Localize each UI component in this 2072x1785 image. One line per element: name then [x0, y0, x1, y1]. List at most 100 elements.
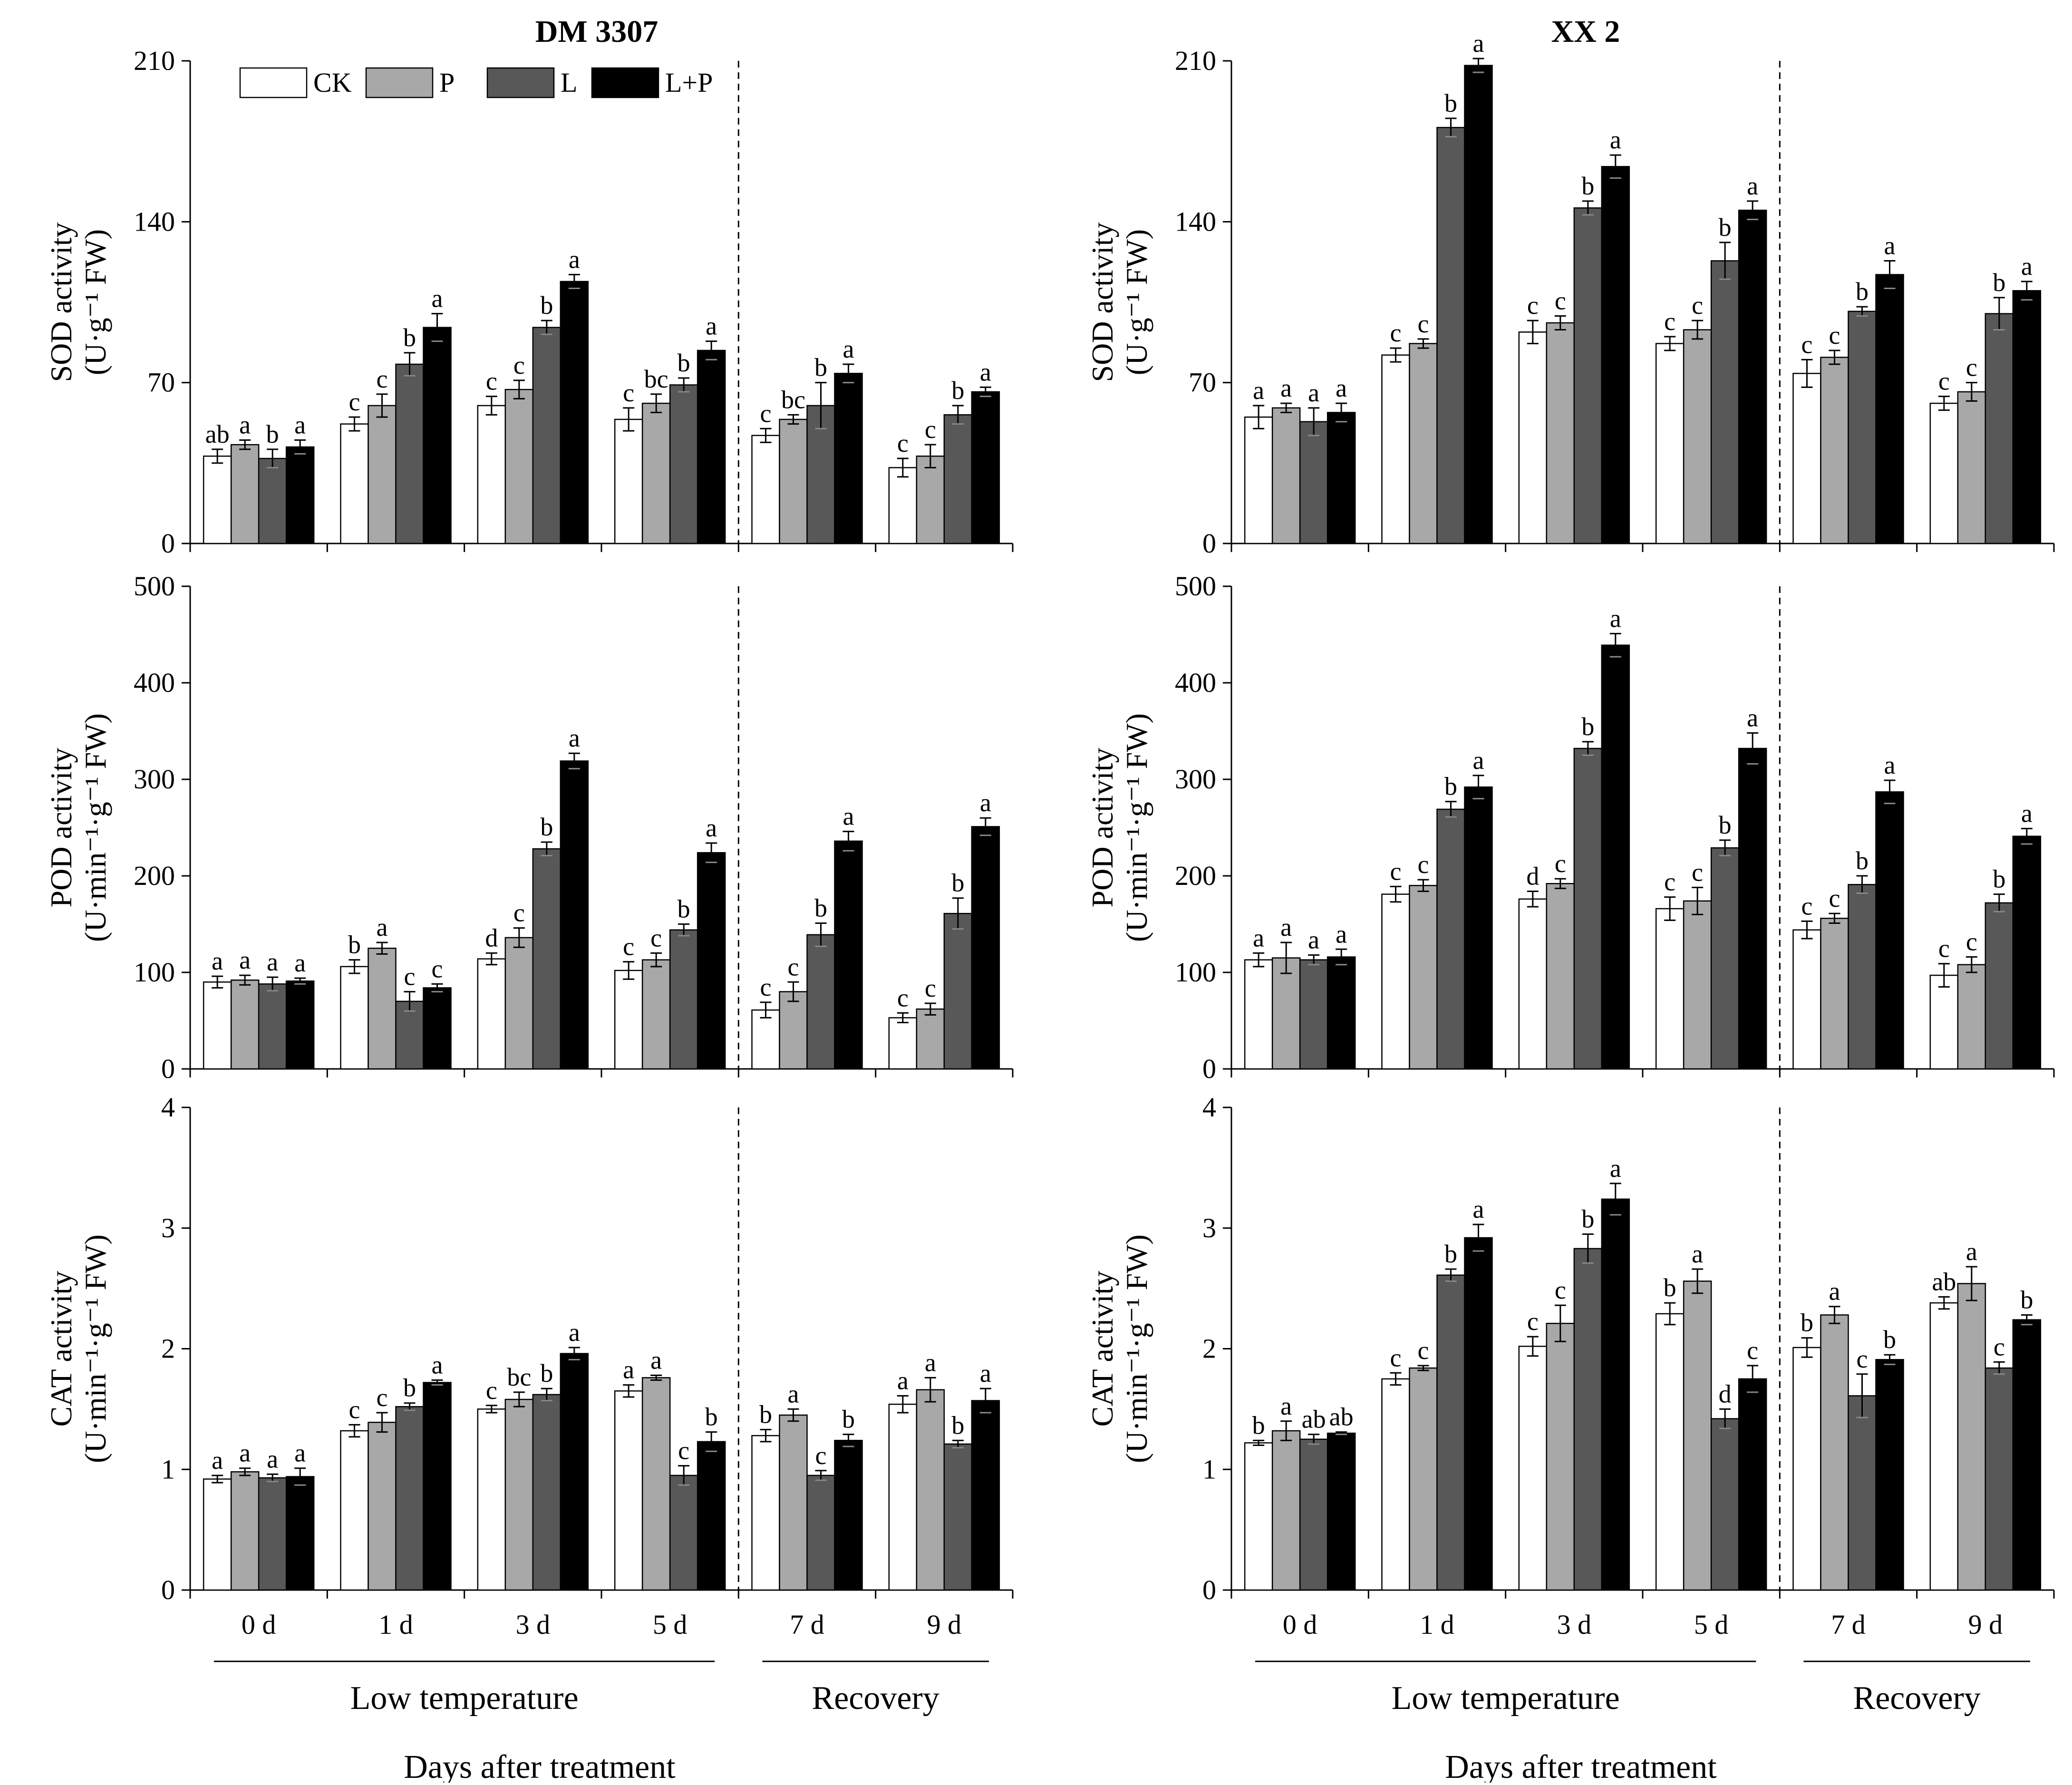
significance-letter: c — [623, 378, 634, 407]
panel-pod-dm3307: 0 100 200 300 400 500 POD activity (U·min⁻¹·g⁻¹… — [44, 571, 1014, 1084]
legend-label: L — [561, 67, 577, 98]
significance-letter: c — [1829, 321, 1840, 349]
significance-letter: a — [1253, 923, 1264, 952]
significance-letter: b — [1719, 213, 1732, 242]
significance-letter: a — [706, 814, 717, 842]
significance-letter: a — [432, 1350, 443, 1379]
significance-letter: ab — [1932, 1267, 1956, 1296]
significance-letter: a — [980, 358, 991, 386]
significance-letter: a — [1610, 126, 1621, 154]
significance-letter: a — [980, 788, 991, 817]
bar-lpp — [834, 840, 863, 1070]
y-tick-label: 0 — [1202, 528, 1216, 559]
bar-lpp — [560, 1353, 589, 1591]
bar-l — [669, 384, 698, 544]
significance-letter: c — [1418, 310, 1429, 338]
group-label: Recovery — [812, 1680, 939, 1717]
significance-letter: a — [650, 1346, 662, 1374]
bar-ck — [1381, 893, 1410, 1070]
bar-p — [1957, 1283, 1986, 1591]
bar-p — [1957, 964, 1986, 1070]
significance-letter: a — [1610, 604, 1621, 632]
bar-ck — [1792, 373, 1821, 544]
significance-letter: bc — [507, 1363, 531, 1391]
bar-p — [504, 937, 534, 1070]
bar-lpp — [1738, 1378, 1767, 1591]
significance-letter: b — [1581, 172, 1594, 200]
category-label: 3 d — [1557, 1609, 1592, 1640]
significance-letter: b — [951, 869, 964, 897]
significance-letter: b — [403, 1374, 416, 1402]
bar-l — [395, 363, 424, 544]
significance-letter: c — [1390, 857, 1402, 885]
bar-lpp — [1875, 274, 1904, 544]
legend-swatch — [486, 67, 555, 98]
y-axis-label-main: SOD activity — [44, 223, 78, 382]
bar-p — [368, 1422, 397, 1591]
panel-title: XX 2 — [1551, 14, 1620, 49]
bar-l — [1985, 902, 2014, 1070]
significance-letter: b — [1444, 1240, 1457, 1268]
bar-lpp — [1601, 166, 1630, 544]
bar-p — [916, 1008, 945, 1070]
bar-p — [1271, 1430, 1301, 1591]
significance-letter: c — [623, 932, 634, 961]
significance-letter: a — [1473, 1195, 1484, 1223]
bar-p — [779, 418, 808, 544]
significance-letter: c — [1555, 287, 1566, 315]
bar-lpp — [834, 373, 863, 544]
bar-l — [943, 1443, 973, 1591]
y-axis-label-unit: (U·min⁻¹·g⁻¹ FW) — [78, 1234, 112, 1463]
bar-p — [504, 388, 534, 544]
bar-l — [1299, 1438, 1328, 1591]
significance-letter: a — [1692, 1240, 1703, 1268]
bar-lpp — [423, 987, 452, 1070]
bar-ck — [751, 1435, 780, 1591]
bar-lpp — [971, 826, 1000, 1070]
significance-letter: a — [294, 1439, 306, 1467]
bar-l — [1573, 207, 1603, 544]
panel-title: DM 3307 — [535, 14, 658, 49]
bar-l — [1299, 959, 1328, 1070]
y-tick-label: 0 — [161, 1053, 175, 1084]
significance-letter: c — [1829, 884, 1840, 912]
bar-lpp — [697, 1441, 726, 1591]
y-tick-label: 1 — [161, 1454, 175, 1484]
bar-ck — [1792, 929, 1821, 1070]
bar-ck — [340, 423, 369, 544]
significance-letter: b — [1252, 1411, 1265, 1439]
significance-letter: b — [814, 353, 827, 382]
bar-l — [258, 457, 287, 544]
bar-p — [1957, 391, 1986, 544]
significance-letter: a — [1473, 746, 1484, 775]
bar-lpp — [2012, 835, 2042, 1070]
bar-l — [258, 1477, 287, 1591]
bar-l — [1848, 884, 1877, 1070]
y-tick-label: 4 — [161, 1092, 175, 1123]
y-axis-label: POD activity (U·min⁻¹·g⁻¹ FW) — [1085, 713, 1153, 942]
bar-l — [669, 929, 698, 1070]
significance-letter: a — [1966, 1237, 1977, 1266]
bar-ck — [1655, 343, 1685, 544]
bar-ck — [340, 966, 369, 1070]
significance-letter: a — [239, 411, 251, 439]
bar-p — [368, 405, 397, 544]
significance-letter: a — [1308, 378, 1319, 407]
bar-p — [368, 948, 397, 1070]
bar-p — [641, 1377, 671, 1591]
significance-letter: b — [540, 813, 553, 841]
significance-letter: a — [1747, 704, 1758, 732]
bar-lpp — [971, 1400, 1000, 1591]
bar-ck — [1244, 959, 1273, 1070]
y-tick-label: 210 — [134, 45, 175, 76]
significance-letter: c — [1555, 1276, 1566, 1304]
bar-lpp — [971, 391, 1000, 544]
legend-label: P — [439, 67, 455, 98]
bar-p — [1683, 1281, 1712, 1591]
bar-l — [1573, 1248, 1603, 1591]
significance-letter: b — [540, 1359, 553, 1387]
bar-l — [1436, 808, 1465, 1070]
x-axis-title: Days after treatment — [404, 1749, 676, 1783]
panel-pod-xx2: 0 100 200 300 400 500 POD activity (U·min⁻¹·g⁻¹… — [1085, 571, 2055, 1084]
